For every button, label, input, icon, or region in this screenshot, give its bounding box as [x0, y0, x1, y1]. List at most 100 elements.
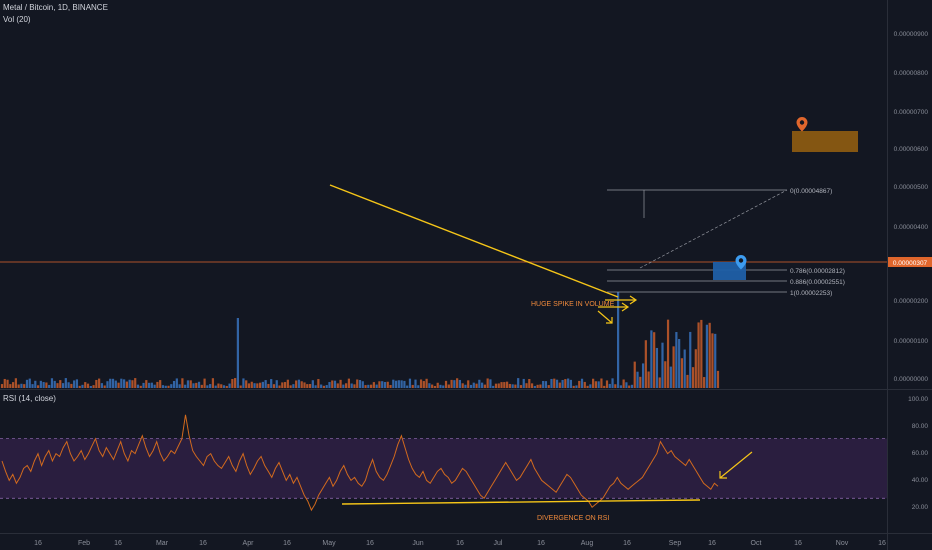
volume-bar — [461, 383, 464, 388]
rsi-band — [0, 438, 887, 499]
volume-bar — [234, 378, 237, 388]
volume-bar — [159, 380, 162, 388]
volume-bar — [211, 378, 215, 388]
volume-bar — [392, 379, 395, 388]
volume-bar — [100, 383, 104, 388]
pin-hole — [799, 120, 805, 125]
volume-bar — [680, 358, 684, 388]
price-axis-tick-label: 0.00000200 — [894, 298, 929, 305]
volume-bar — [397, 380, 400, 388]
volume-bar — [50, 378, 54, 388]
volume-bar — [567, 378, 570, 388]
time-axis-label: 16 — [456, 540, 464, 547]
volume-bar — [364, 385, 367, 388]
volume-bar — [689, 331, 692, 388]
rsi-divergence-trendline — [341, 499, 701, 505]
volume-bar — [153, 384, 156, 388]
volume-bar — [261, 381, 264, 388]
volume-bar — [345, 383, 348, 388]
volume-bar — [630, 384, 634, 388]
volume-bar — [98, 378, 101, 388]
volume-bar — [544, 381, 548, 388]
arrow-icon — [598, 302, 630, 312]
volume-bar — [411, 384, 414, 388]
volume-bar — [583, 381, 586, 388]
volume-bar — [350, 383, 353, 388]
price-axis-tick-label: 0.00000100 — [894, 338, 929, 345]
volume-bar — [25, 379, 29, 388]
volume-spike-annotation: HUGE SPIKE IN VOLUME — [531, 301, 615, 308]
volume-bar — [253, 383, 256, 388]
volume-bar — [542, 380, 545, 388]
volume-bar — [394, 380, 398, 388]
price-axis-tick-label: 0.00000000 — [894, 376, 929, 383]
volume-bar — [555, 379, 559, 388]
volume-bar — [209, 384, 212, 388]
volume-bar — [389, 385, 392, 388]
volume-bar — [120, 378, 123, 388]
volume-bar — [569, 379, 573, 388]
volume-bar — [23, 384, 26, 388]
volume-bar — [12, 382, 15, 388]
volume-bar — [267, 383, 270, 388]
volume-bar — [59, 380, 62, 388]
volume-bar — [161, 385, 165, 388]
volume-bar — [564, 379, 567, 388]
pin-hole — [738, 258, 744, 263]
volume-bar — [142, 382, 145, 388]
volume-bar — [547, 385, 550, 388]
time-axis-label: 16 — [623, 540, 631, 547]
volume-bar — [70, 383, 73, 388]
volume-bar — [206, 385, 209, 388]
symbol-title: Metal / Bitcoin, 1D, BINANCE — [3, 3, 108, 12]
volume-bar — [95, 379, 98, 388]
volume-bar — [322, 385, 326, 388]
volume-bar — [458, 379, 462, 388]
volume-bar — [519, 385, 523, 388]
volume-bar — [109, 378, 112, 388]
blue-location-pin-icon — [735, 255, 747, 270]
volume-bar — [375, 384, 378, 388]
volume-bar — [528, 379, 531, 388]
volume-bar — [117, 382, 120, 388]
volume-bar — [469, 384, 473, 388]
volume-bar — [614, 384, 617, 388]
volume-bar — [600, 378, 603, 388]
volume-bar — [456, 378, 459, 388]
volume-bar — [14, 378, 17, 388]
volume-bar — [622, 379, 625, 388]
price-axis-tick-label: 0.00000600 — [894, 146, 929, 153]
volume-bar — [492, 385, 495, 388]
volume-bar — [605, 380, 609, 388]
volume-bar — [641, 363, 645, 388]
time-axis-label: Nov — [836, 540, 849, 547]
volume-bar — [378, 381, 381, 388]
volume-bar — [433, 385, 437, 388]
volume-bar — [553, 378, 556, 388]
current-price-tag — [888, 257, 932, 267]
volume-bar — [714, 333, 717, 388]
volume-bar — [195, 382, 198, 388]
volume-bar — [580, 378, 584, 388]
rsi-legend: RSI (14, close) — [3, 394, 56, 403]
time-axis-label: Jun — [412, 540, 423, 547]
fib-level-label: 1(0.00002253) — [790, 290, 832, 297]
time-axis-label: Aug — [581, 540, 594, 547]
volume-bar — [406, 385, 409, 388]
volume-bar — [300, 381, 303, 388]
time-axis-label: 16 — [199, 540, 207, 547]
time-axis-label: 16 — [878, 540, 886, 547]
volume-bar — [367, 384, 370, 388]
volume-bar — [20, 383, 23, 388]
volume-bar — [603, 385, 606, 388]
volume-bar — [489, 379, 492, 388]
volume-bar — [278, 385, 281, 388]
volume-bar — [666, 319, 670, 388]
volume-bar — [0, 384, 4, 388]
volume-bar — [539, 384, 542, 388]
volume-bar — [106, 381, 109, 388]
volume-bar — [331, 380, 334, 388]
time-axis-label: Feb — [78, 540, 90, 547]
volume-bar — [295, 380, 298, 388]
time-axis-label: May — [322, 540, 336, 547]
